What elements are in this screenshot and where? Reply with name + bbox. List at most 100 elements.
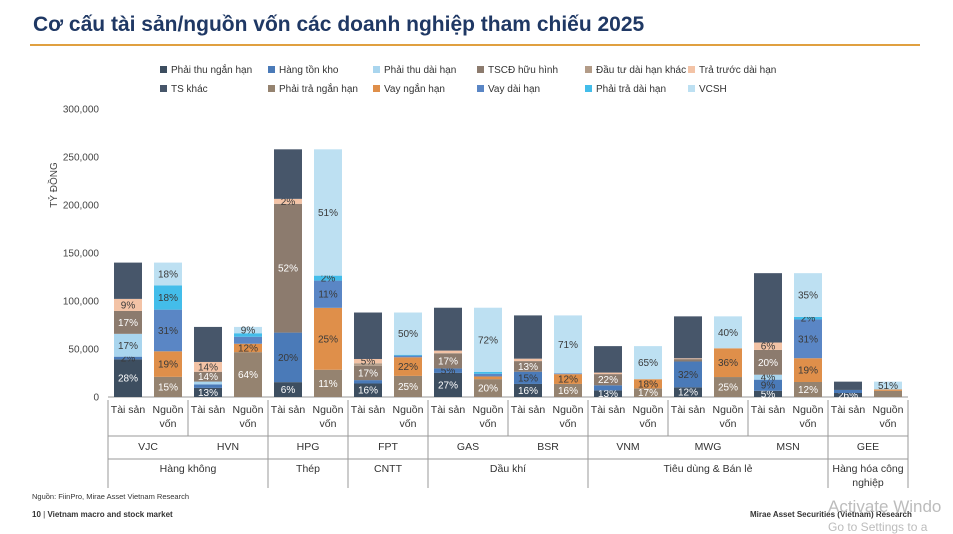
company-label: VJC: [138, 441, 158, 453]
bar-segment: [834, 381, 862, 390]
y-tick-label: 150,000: [63, 249, 100, 260]
bar-segment: [834, 393, 862, 397]
bar-segment: [714, 348, 742, 378]
data-label: 15%: [158, 382, 178, 393]
legend-label: Vay ngắn hạn: [384, 82, 445, 95]
bar-segment: [794, 319, 822, 359]
data-label: 22%: [398, 362, 418, 373]
data-label: 4%: [761, 373, 776, 384]
data-label: 9%: [761, 381, 776, 392]
data-label: 52%: [278, 264, 298, 275]
page-number: 10: [32, 510, 41, 519]
data-label: 17%: [638, 388, 658, 399]
footer-report-title: Vietnam macro and stock market: [47, 510, 173, 519]
bar-segment: [754, 273, 782, 343]
x-tick-label-capital: Nguồn: [473, 404, 504, 416]
bar-segment: [794, 358, 822, 382]
data-label: 31%: [798, 334, 818, 345]
bar-segment: [314, 275, 342, 281]
bar-segment: [474, 379, 502, 397]
bar-segment: [514, 361, 542, 372]
group-label: Hàng không: [160, 463, 217, 475]
x-tick-label-capital: Nguồn: [313, 404, 344, 416]
data-label: 22%: [598, 375, 618, 386]
bar-segment: [234, 343, 262, 353]
legend-swatch: [373, 66, 380, 73]
bar-segment: [594, 372, 622, 375]
bar-segment: [154, 309, 182, 352]
x-tick-label-capital: Nguồn: [873, 404, 904, 416]
data-label: 11%: [318, 290, 337, 301]
legend-swatch: [585, 66, 592, 73]
company-label: MWG: [695, 441, 722, 453]
data-label: 28%: [118, 374, 138, 385]
bar-segment: [674, 387, 702, 397]
legend-swatch: [477, 85, 484, 92]
x-tick-label-capital: Nguồn: [633, 404, 664, 416]
bar-segment: [474, 376, 502, 380]
bar-segment: [274, 198, 302, 204]
bar-segment: [314, 369, 342, 397]
bar-segment: [354, 365, 382, 381]
x-tick-label-capital: Nguồn: [553, 404, 584, 416]
company-label: HPG: [297, 441, 320, 453]
bar-segment: [114, 333, 142, 357]
bar-segment: [394, 355, 422, 358]
bar-segment: [714, 316, 742, 349]
bar-segment: [114, 359, 142, 397]
bar-segment: [754, 342, 782, 350]
bar-segment: [794, 316, 822, 320]
bar-segment: [514, 371, 542, 384]
data-label: 2%: [121, 354, 136, 365]
data-label: 9%: [121, 300, 136, 311]
data-label: 13%: [598, 389, 618, 400]
data-label: 64%: [238, 370, 258, 381]
bar-segment: [394, 354, 422, 356]
bar-segment: [354, 383, 382, 397]
bar-segment: [754, 374, 782, 380]
data-label: 12%: [558, 375, 578, 386]
bar-segment: [434, 353, 462, 369]
x-tick-label-asset: Tài sản: [271, 404, 306, 416]
x-tick-label-capital: vốn: [880, 418, 897, 430]
bar-segment: [594, 385, 622, 391]
bar-segment: [674, 358, 702, 360]
title-underline: [30, 44, 920, 46]
page-title: Cơ cấu tài sản/nguồn vốn các doanh nghiệ…: [33, 13, 645, 36]
legend-label: Đầu tư dài hạn khác: [596, 64, 686, 76]
data-label: 20%: [278, 353, 298, 364]
legend-swatch: [585, 85, 592, 92]
bar-segment: [594, 346, 622, 373]
bar-segment: [674, 361, 702, 388]
x-tick-label-asset: Tài sản: [351, 404, 386, 416]
x-tick-label-asset: Tài sản: [591, 404, 626, 416]
data-label: 36%: [718, 358, 738, 369]
footer-left: 10 | Vietnam macro and stock market: [32, 510, 173, 519]
x-tick-label-capital: Nguồn: [153, 404, 184, 416]
data-label: 17%: [358, 368, 378, 379]
data-label: 15%: [518, 373, 538, 384]
data-label: 40%: [718, 328, 738, 339]
bar-segment: [634, 388, 662, 397]
data-label: 17%: [118, 341, 138, 352]
data-label: 17%: [118, 318, 138, 329]
legend-label: Vay dài hạn: [488, 84, 540, 95]
x-tick-label-capital: vốn: [800, 418, 817, 430]
bar-segment: [194, 387, 222, 397]
x-tick-label-asset: Tài sản: [831, 404, 866, 416]
data-label: 25%: [398, 382, 418, 393]
x-tick-label-capital: vốn: [240, 418, 257, 430]
data-label: 12%: [678, 388, 698, 399]
data-label: 2%: [321, 274, 336, 285]
company-label: HVN: [217, 441, 239, 453]
bar-segment: [234, 336, 262, 344]
data-label: 35%: [798, 291, 818, 302]
bar-segment: [194, 361, 222, 372]
bar-segment: [194, 381, 222, 385]
data-label: 27%: [438, 380, 458, 391]
data-label: 18%: [158, 293, 178, 304]
y-tick-label: 300,000: [63, 105, 100, 116]
y-tick-label: 200,000: [63, 201, 100, 212]
bar-segment: [154, 376, 182, 397]
data-label: 6%: [281, 385, 296, 396]
